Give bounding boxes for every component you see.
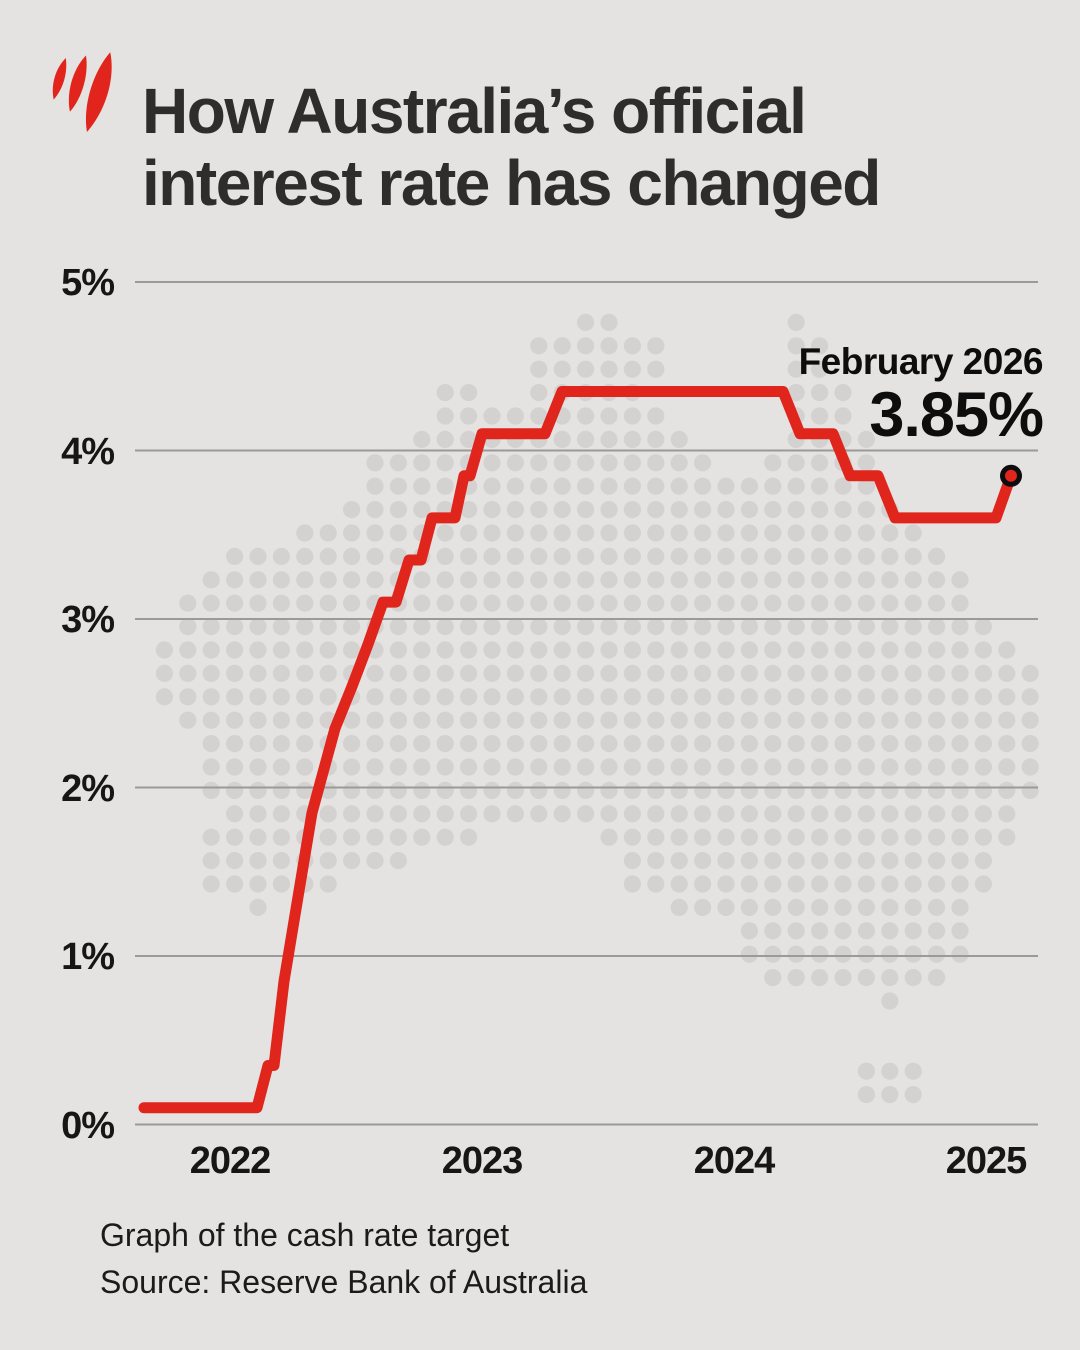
x-axis-tick: 2025 [945,1140,1028,1182]
sbs-logo-petal [86,52,112,132]
latest-rate-annotation: February 2026 3.85% [798,341,1044,450]
y-axis-tick: 0% [61,1104,115,1147]
x-axis-tick: 2022 [189,1140,272,1182]
sbs-logo [52,52,112,132]
y-axis-tick: 5% [61,262,115,304]
sbs-logo-petal [68,55,87,112]
x-axis-tick: 2023 [441,1140,524,1182]
y-axis-tick: 2% [61,767,115,810]
chart-caption: Graph of the cash rate target [100,1217,510,1253]
chart-source: Source: Reserve Bank of Australia [100,1264,588,1300]
annotation-value: 3.85% [869,380,1044,450]
chart-footer: Graph of the cash rate target Source: Re… [100,1212,587,1306]
sbs-logo-petal [52,57,67,100]
x-axis-tick: 2024 [693,1140,776,1182]
y-axis-tick: 3% [61,599,115,641]
y-axis-tick: 1% [61,936,115,978]
y-axis-tick: 4% [61,430,115,473]
cash-rate-line [138,386,1017,1114]
page-title: How Australia’s official interest rate h… [142,74,881,219]
current-rate-marker [1000,464,1022,487]
annotation-date: February 2026 [798,341,1044,382]
